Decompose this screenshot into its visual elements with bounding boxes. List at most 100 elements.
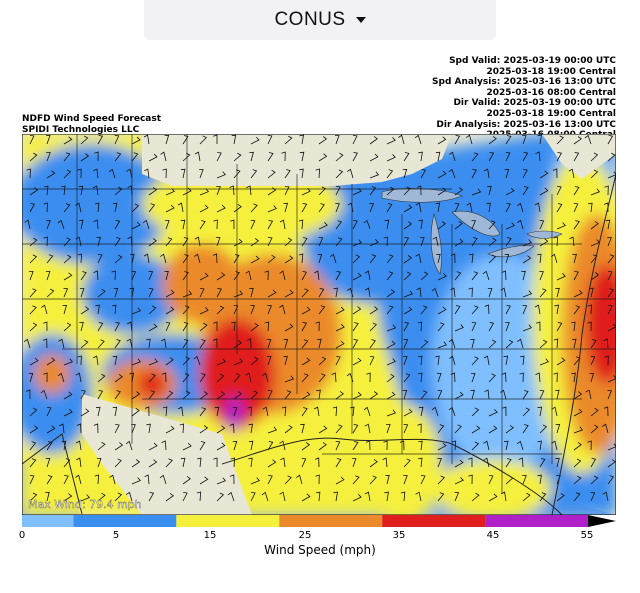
wind-barb <box>487 288 493 298</box>
wind-barb <box>590 492 596 502</box>
wind-barb <box>213 219 218 230</box>
wind-barb <box>471 373 476 383</box>
wind-barb <box>267 169 276 179</box>
wind-barb <box>573 391 583 400</box>
wind-barb <box>131 459 141 468</box>
wind-barb <box>335 424 343 434</box>
wind-barb <box>94 202 100 213</box>
wind-barb <box>505 187 515 196</box>
wind-barb <box>283 338 289 349</box>
wind-barb <box>418 372 423 383</box>
wind-barb <box>420 475 426 485</box>
wind-barb <box>63 272 73 281</box>
wind-barb <box>415 253 422 264</box>
wind-barb <box>369 153 379 162</box>
wind-barb <box>216 477 227 485</box>
wind-barb <box>332 406 338 417</box>
wind-barb <box>267 205 277 213</box>
wind-barb <box>369 339 376 349</box>
wind-barb <box>182 135 189 145</box>
wind-barb <box>126 168 133 179</box>
wind-barb <box>78 219 84 230</box>
wind-barb <box>488 152 495 162</box>
wind-barb <box>504 253 510 264</box>
wind-barb <box>216 391 226 400</box>
wind-barb <box>25 389 31 400</box>
wind-barb <box>386 169 394 179</box>
colorbar-bin <box>279 515 383 527</box>
wind-barb <box>590 169 599 179</box>
wind-barb <box>435 202 441 213</box>
wind-barb <box>148 203 156 213</box>
wind-barb <box>539 238 549 247</box>
dir-valid-utc: Dir Valid: 2025-03-19 00:00 UTC <box>453 98 616 109</box>
wind-barb <box>161 372 167 383</box>
wind-barb <box>573 442 582 451</box>
wind-barb <box>93 219 99 230</box>
wind-barb <box>386 358 396 366</box>
wind-barb <box>148 492 155 502</box>
wind-barb <box>43 321 48 332</box>
wind-barb <box>403 424 409 434</box>
wind-barb <box>603 338 609 349</box>
colorbar-tick: 35 <box>392 530 406 541</box>
wind-barb <box>403 322 410 332</box>
wind-barb <box>177 406 184 417</box>
wind-barb <box>230 219 235 230</box>
wind-barb <box>471 356 479 366</box>
wind-barb <box>573 290 583 298</box>
wind-barb <box>450 372 456 383</box>
wind-barb <box>148 373 156 383</box>
wind-barb <box>437 306 447 315</box>
wind-barb <box>539 358 550 366</box>
wind-barb <box>437 458 442 468</box>
wind-barb <box>522 169 528 179</box>
wind-barb <box>386 154 396 162</box>
wind-barb <box>97 288 106 298</box>
wind-barb <box>420 169 427 179</box>
wind-barb <box>250 255 260 264</box>
wind-barb <box>448 338 456 349</box>
wind-barb <box>46 220 51 230</box>
region-selector[interactable]: CONUS <box>144 0 496 40</box>
wind-barb <box>539 339 548 349</box>
wind-barb <box>555 389 560 400</box>
wind-barb <box>454 238 464 247</box>
wind-barb <box>534 202 541 213</box>
wind-barb <box>539 187 549 196</box>
spd-analysis-utc: Spd Analysis: 2025-03-16 13:00 UTC <box>432 77 616 88</box>
wind-barb <box>29 135 35 145</box>
wind-barb <box>386 424 391 434</box>
spd-analysis-central: 2025-03-16 08:00 Central <box>486 87 617 98</box>
wind-barb <box>93 423 99 434</box>
wind-barb <box>267 187 277 196</box>
wind-barb <box>232 407 238 417</box>
wind-barb <box>127 321 133 332</box>
wind-barb <box>284 475 292 485</box>
wind-barb <box>539 271 544 281</box>
wind-barb <box>535 151 541 162</box>
wind-barb <box>450 287 456 298</box>
wind-barb <box>283 355 288 366</box>
wind-barb <box>436 253 441 264</box>
wind-barb <box>46 441 53 451</box>
wind-barb <box>215 237 221 247</box>
wind-barb <box>486 202 491 213</box>
wind-barb <box>555 457 560 468</box>
wind-barb <box>301 203 308 213</box>
wind-barb <box>364 287 371 298</box>
wind-barb <box>539 288 547 298</box>
wind-barb <box>522 424 529 434</box>
wind-barb <box>250 305 255 315</box>
wind-barb <box>437 424 445 434</box>
wind-barb <box>437 475 445 485</box>
wind-barb <box>29 237 38 247</box>
wind-barb <box>26 168 31 179</box>
wind-barb <box>199 135 207 145</box>
wind-barb <box>607 390 612 400</box>
wind-barb <box>148 323 158 332</box>
wind-barb <box>573 136 582 145</box>
wind-barb <box>80 153 90 162</box>
great-lakes <box>381 188 563 275</box>
wind-barb <box>299 151 305 162</box>
